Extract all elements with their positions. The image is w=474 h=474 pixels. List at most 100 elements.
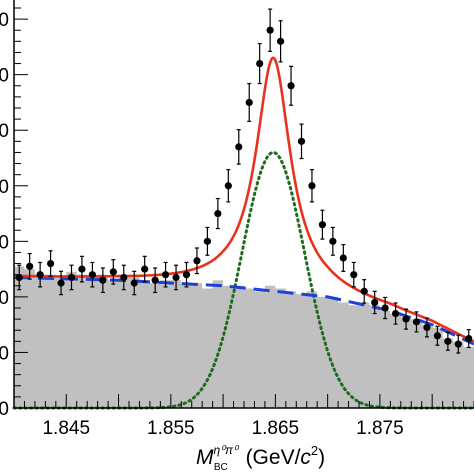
data-marker: [329, 237, 337, 245]
data-marker: [67, 273, 76, 282]
data-point: [57, 270, 65, 296]
data-marker: [297, 137, 306, 145]
data-marker: [235, 143, 243, 151]
y-tick-label: 0: [0, 399, 9, 420]
data-point: [214, 197, 222, 230]
data-marker: [287, 82, 295, 90]
data-marker: [214, 209, 222, 218]
data-marker: [318, 221, 327, 229]
data-point: [235, 129, 243, 165]
data-marker: [256, 59, 264, 68]
data-point: [67, 264, 76, 291]
data-marker: [36, 271, 44, 279]
data-marker: [391, 309, 400, 318]
data-point: [46, 250, 55, 277]
data-marker: [141, 265, 149, 273]
data-marker: [350, 271, 358, 279]
data-points: [15, 8, 473, 354]
y-tick-label: 0: [0, 177, 9, 198]
data-point: [256, 42, 264, 85]
data-point: [433, 325, 442, 346]
data-point: [88, 261, 97, 288]
data-marker: [151, 276, 159, 284]
data-marker: [339, 254, 347, 262]
x-axis-ticks: 1.845 1.855 1.865 1.875: [13, 394, 474, 439]
data-point: [423, 317, 431, 338]
data-marker: [266, 26, 274, 34]
x-tick-label: 1.875: [356, 418, 404, 439]
x-tick-label: 1.845: [42, 418, 90, 439]
data-point: [130, 270, 138, 296]
data-marker: [161, 271, 170, 279]
data-marker: [193, 257, 201, 265]
background-histogram: [14, 266, 474, 408]
data-marker: [423, 323, 431, 332]
y-tick-label: 0: [0, 232, 9, 253]
data-point: [444, 331, 452, 351]
data-marker: [433, 332, 442, 340]
x-tick-label: 1.855: [147, 418, 195, 439]
data-point: [182, 261, 191, 288]
data-point: [151, 267, 159, 294]
data-marker: [276, 37, 285, 45]
data-point: [360, 279, 368, 304]
y-tick-label: 0: [0, 343, 9, 364]
data-point: [245, 82, 253, 122]
data-point: [78, 255, 86, 283]
data-point: [402, 308, 410, 330]
data-marker: [412, 318, 421, 326]
y-tick-label: 0: [0, 10, 9, 31]
x-axis-title: Mη⁰π⁰ BC (GeV/c2): [196, 443, 325, 473]
data-marker: [78, 265, 86, 273]
y-tick-label: 0: [0, 288, 9, 309]
x-axis-title-units-close: ): [318, 446, 325, 469]
data-marker: [444, 337, 452, 345]
data-marker: [402, 315, 410, 323]
data-marker: [46, 259, 55, 268]
data-marker: [308, 182, 316, 190]
data-point: [339, 244, 347, 272]
data-marker: [224, 182, 232, 190]
data-point: [381, 296, 389, 320]
data-marker: [371, 298, 379, 307]
data-point: [266, 8, 274, 52]
data-marker: [381, 304, 389, 312]
data-point: [350, 261, 358, 288]
data-point: [26, 252, 34, 280]
y-tick-label: 0: [0, 66, 9, 87]
data-point: [329, 226, 337, 256]
data-point: [412, 311, 421, 333]
data-point: [36, 261, 44, 288]
data-point: [224, 169, 232, 203]
data-marker: [109, 268, 117, 276]
data-point: [454, 334, 462, 354]
data-marker: [120, 273, 128, 282]
data-point: [141, 255, 149, 283]
data-point: [203, 226, 212, 256]
x-axis-title-units-power: 2: [311, 443, 318, 458]
data-point: [193, 247, 201, 275]
data-point: [276, 20, 285, 63]
data-marker: [15, 273, 23, 282]
data-point: [109, 259, 117, 285]
data-marker: [130, 279, 138, 287]
y-axis-ticks: 0 0 0 0 0 0 0 0: [0, 7, 28, 420]
data-point: [297, 123, 306, 160]
data-point: [120, 264, 128, 291]
data-marker: [172, 273, 180, 282]
data-point: [371, 290, 379, 315]
data-point: [465, 329, 473, 349]
background-histogram-area: [14, 266, 474, 408]
data-marker: [360, 287, 368, 295]
data-marker: [88, 271, 97, 279]
x-axis-title-units-c: c: [300, 446, 311, 469]
x-axis-title-symbol: M: [196, 446, 214, 469]
data-marker: [465, 334, 473, 343]
data-point: [318, 209, 327, 240]
data-marker: [99, 276, 107, 284]
x-tick-label: 1.865: [252, 418, 300, 439]
data-marker: [245, 98, 253, 107]
data-point: [172, 264, 180, 291]
data-point: [161, 261, 170, 288]
